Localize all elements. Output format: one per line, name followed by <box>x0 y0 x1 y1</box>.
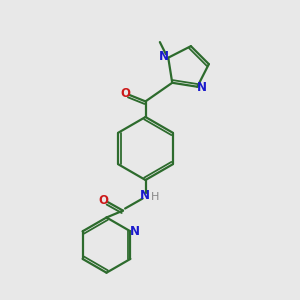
Text: H: H <box>151 192 159 202</box>
Text: N: N <box>159 50 169 63</box>
Text: N: N <box>130 225 140 238</box>
Text: N: N <box>196 81 206 94</box>
Text: N: N <box>140 189 150 202</box>
Text: O: O <box>120 87 130 100</box>
Text: O: O <box>99 194 109 207</box>
